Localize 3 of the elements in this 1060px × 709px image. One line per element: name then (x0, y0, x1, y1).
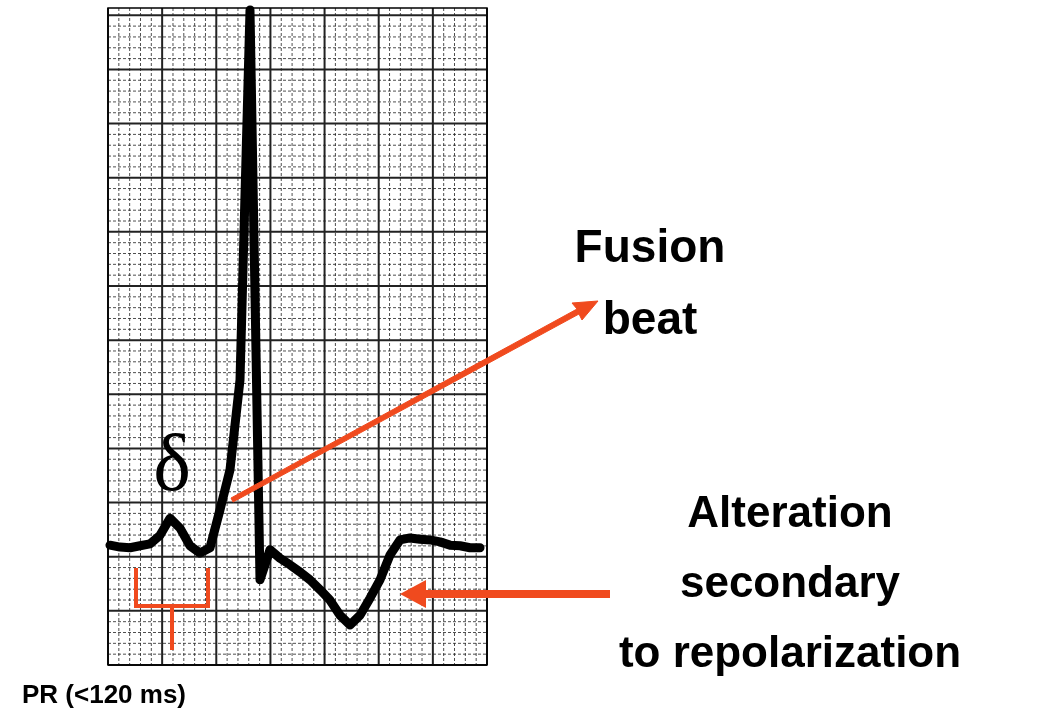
text: PR (<120 ms) (22, 679, 187, 709)
text: Alteration secondary to repolarization (618, 487, 962, 676)
text: Fusion beat (574, 220, 726, 344)
